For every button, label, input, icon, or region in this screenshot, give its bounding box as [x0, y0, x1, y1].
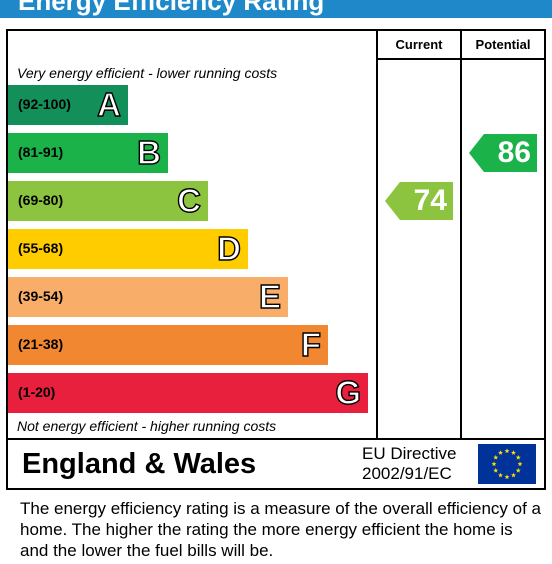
eu-star-icon: [504, 448, 510, 454]
band-e: (39-54) E: [8, 277, 288, 317]
band-f: (21-38) F: [8, 325, 328, 365]
chart-title: Energy Efficiency Rating: [18, 0, 325, 16]
band-g-range: (1-20): [18, 384, 56, 400]
current-column-divider: [376, 31, 378, 438]
band-b-range: (81-91): [18, 144, 64, 160]
description-text: The energy efficiency rating is a measur…: [20, 499, 541, 560]
eu-star-icon: [491, 461, 497, 467]
eu-star-icon: [493, 467, 499, 473]
current-header: Current: [395, 37, 443, 52]
potential-rating-value: 86: [497, 136, 531, 169]
band-a-letter: A: [96, 85, 121, 123]
band-d-range: (55-68): [18, 240, 64, 256]
band-e-letter: E: [258, 277, 281, 315]
eu-flag-icon: [478, 444, 536, 484]
band-a-range: (92-100): [18, 96, 71, 112]
current-rating-value: 74: [413, 184, 447, 217]
header-divider: [378, 58, 544, 60]
band-g: (1-20) G: [8, 373, 368, 413]
title-bar: Energy Efficiency Rating: [0, 0, 552, 18]
band-b-letter: B: [136, 133, 161, 171]
potential-rating-arrow: 86: [469, 134, 537, 172]
band-b: (81-91) B: [8, 133, 168, 173]
eu-star-icon: [498, 450, 503, 455]
footer: England & Wales EU Directive 2002/91/EC: [6, 440, 546, 490]
band-f-range: (21-38): [18, 336, 64, 352]
eu-star-icon: [511, 450, 516, 455]
eu-star-icon: [515, 454, 521, 460]
band-c: (69-80) C: [8, 181, 208, 221]
potential-header: Potential: [475, 37, 531, 52]
eu-star-icon: [504, 474, 510, 480]
band-f-letter: F: [300, 325, 322, 363]
band-d-letter: D: [216, 229, 241, 267]
current-rating-arrow: 74: [385, 182, 453, 220]
band-c-range: (69-80): [18, 192, 64, 208]
eu-star-icon: [498, 472, 503, 478]
region-label: England & Wales: [22, 448, 257, 480]
band-g-letter: G: [335, 373, 362, 411]
eu-directive: EU Directive 2002/91/EC: [362, 444, 456, 484]
directive-line-1: EU Directive: [362, 444, 457, 463]
bottom-note: Not energy efficient - higher running co…: [17, 418, 277, 434]
potential-column-divider: [460, 31, 462, 438]
eu-star-icon: [511, 472, 516, 478]
band-d: (55-68) D: [8, 229, 248, 269]
eu-stars: [491, 448, 523, 480]
eu-star-icon: [515, 467, 521, 473]
band-c-letter: C: [176, 181, 201, 219]
band-e-range: (39-54): [18, 288, 64, 304]
directive-line-2: 2002/91/EC: [362, 464, 452, 483]
eu-star-icon: [493, 454, 499, 460]
eu-star-icon: [517, 461, 523, 467]
rating-chart: Current Potential Very energy efficient …: [6, 29, 546, 440]
top-note: Very energy efficient - lower running co…: [17, 65, 278, 81]
band-a: (92-100) A: [8, 85, 128, 125]
